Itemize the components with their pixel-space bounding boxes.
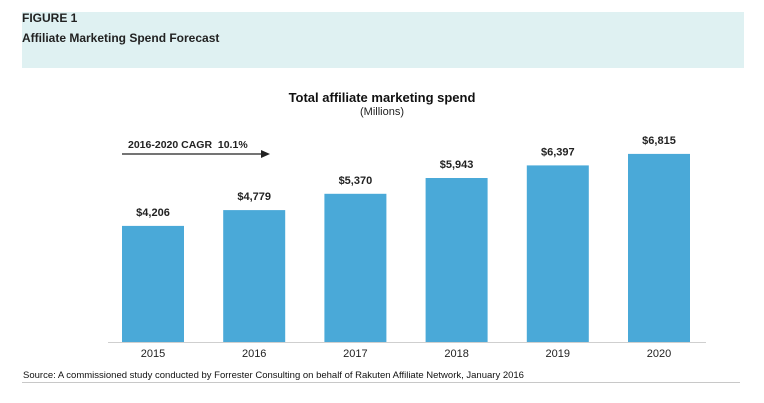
figure-title: Affiliate Marketing Spend Forecast (22, 31, 220, 45)
bar-2018 (425, 178, 488, 342)
bar-2019 (526, 165, 589, 342)
bar-2017 (324, 193, 387, 342)
bar-2016 (223, 210, 286, 342)
data-label-2016: $4,779 (237, 191, 271, 203)
chart-subtitle: (Millions) (360, 106, 404, 118)
x-tick-label-2020: 2020 (647, 348, 671, 360)
x-tick-label-2016: 2016 (242, 348, 266, 360)
data-label-2018: $5,943 (440, 159, 474, 171)
figure-header (22, 12, 744, 68)
data-label-2015: $4,206 (136, 207, 170, 219)
x-tick-label-2017: 2017 (343, 348, 367, 360)
x-tick-label-2015: 2015 (141, 348, 165, 360)
cagr-annotation: 2016-2020 CAGR 10.1% (128, 139, 248, 151)
chart-title: Total affiliate marketing spend (288, 90, 476, 105)
data-label-2017: $5,370 (339, 175, 373, 187)
bar-2015 (122, 225, 184, 342)
bar-2020 (628, 153, 690, 342)
source-note: Source: A commissioned study conducted b… (23, 370, 524, 381)
cagr-arrow-head-icon (261, 150, 270, 158)
data-label-2020: $6,815 (642, 135, 676, 147)
data-label-2019: $6,397 (541, 146, 575, 158)
figure-number: FIGURE 1 (22, 11, 78, 25)
x-tick-label-2018: 2018 (444, 348, 468, 360)
source-divider (22, 382, 740, 383)
x-tick-label-2019: 2019 (546, 348, 570, 360)
